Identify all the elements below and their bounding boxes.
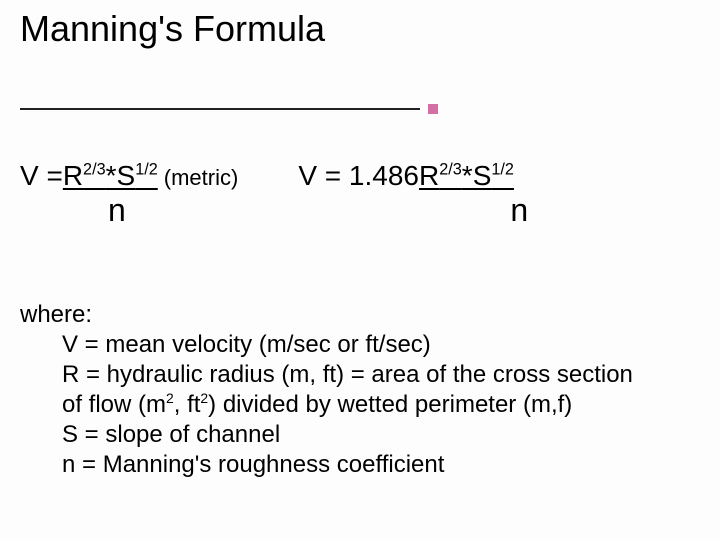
where-label: where:	[20, 300, 690, 330]
formula-metric-annotation: (metric)	[164, 165, 239, 190]
def-R-line1: R = hydraulic radius (m, ft) = area of t…	[62, 360, 690, 390]
slide: Manning's Formula V = R2/3*S1/2(metric) …	[0, 0, 720, 540]
def-V: V = mean velocity (m/sec or ft/sec)	[62, 330, 690, 360]
def-S: S = slope of channel	[62, 420, 690, 450]
formula-metric-numerator: R2/3*S1/2	[63, 160, 158, 192]
def-R-line2: of flow (m2, ft2) divided by wetted peri…	[62, 390, 690, 420]
slide-title: Manning's Formula	[20, 8, 325, 50]
formula-english-numerator: R2/3*S1/2	[419, 160, 514, 192]
formula-english: V = 1.486 R2/3*S1/2 n	[298, 160, 528, 229]
formula-metric-lhs: V =	[20, 160, 63, 192]
definitions-block: where: V = mean velocity (m/sec or ft/se…	[20, 300, 690, 480]
formula-metric-denominator: n	[108, 192, 126, 229]
formula-metric: V = R2/3*S1/2(metric) n	[20, 160, 238, 229]
def-n: n = Manning's roughness coefficient	[62, 450, 690, 480]
title-bullet-icon	[428, 104, 438, 114]
title-underline	[20, 108, 420, 110]
formula-area: V = R2/3*S1/2(metric) n V = 1.486 R2/3*S…	[20, 160, 700, 229]
formula-english-denominator: n	[510, 192, 528, 229]
formula-english-lhs: V = 1.486	[298, 160, 419, 192]
